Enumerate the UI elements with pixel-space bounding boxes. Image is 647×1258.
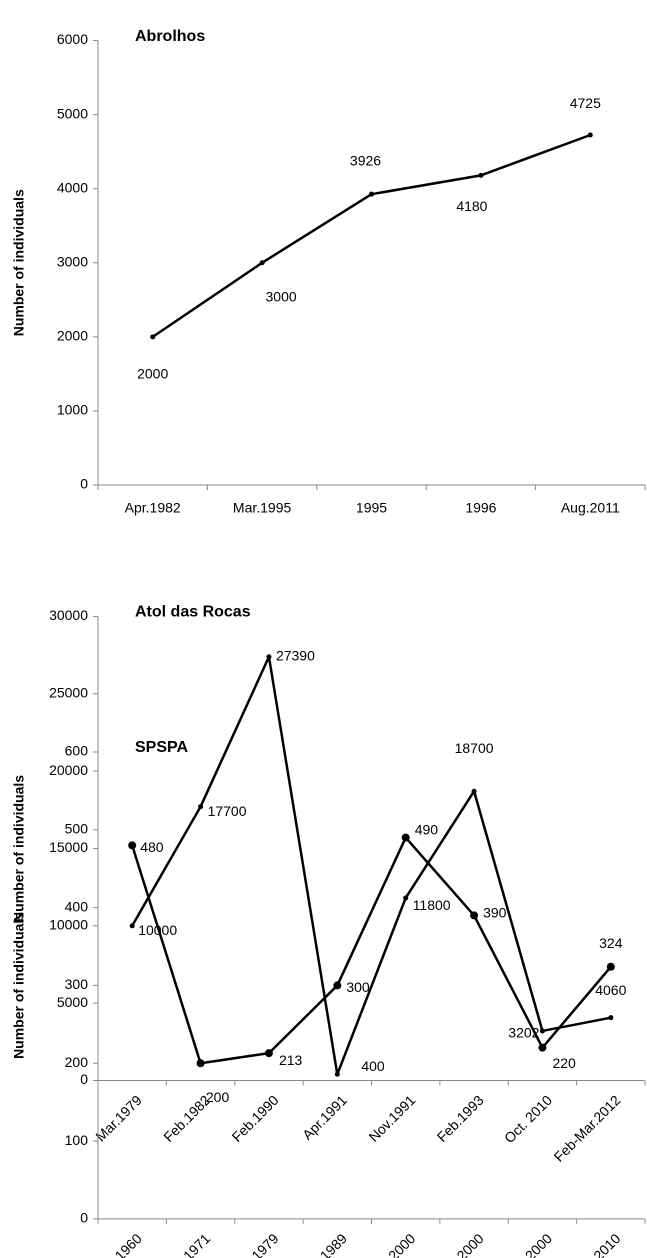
data-point bbox=[128, 841, 137, 850]
data-point bbox=[471, 788, 477, 794]
x-tick-label: Apr.1982 bbox=[125, 500, 181, 516]
data-point bbox=[608, 1015, 614, 1021]
data-label: 480 bbox=[140, 839, 164, 855]
chart-title: Atol das Rocas bbox=[135, 604, 251, 621]
data-point bbox=[150, 334, 156, 340]
x-tick-label: Nov.1991 bbox=[365, 1092, 418, 1145]
x-tick-label: Mar.1995 bbox=[233, 500, 292, 516]
y-tick-label: 30000 bbox=[49, 607, 88, 623]
data-label: 324 bbox=[599, 935, 623, 951]
chart-title: SPSPA bbox=[135, 739, 189, 756]
x-tick-label: 1995 bbox=[356, 500, 387, 516]
x-tick-label: May 1989 bbox=[295, 1230, 350, 1258]
data-point bbox=[196, 1059, 205, 1068]
x-tick-label: Apr.1991 bbox=[299, 1092, 350, 1143]
y-tick-label: 5000 bbox=[57, 105, 88, 121]
data-point bbox=[478, 172, 484, 178]
x-tick-label: 1996 bbox=[465, 500, 496, 516]
x-tick-label: Oct. 2010 bbox=[501, 1092, 555, 1146]
y-tick-label: 2000 bbox=[57, 328, 88, 344]
x-tick-label: Feb.1993 bbox=[434, 1092, 487, 1145]
y-tick-label: 4000 bbox=[57, 179, 88, 195]
data-point bbox=[369, 191, 374, 197]
y-tick-label: 400 bbox=[65, 898, 89, 914]
data-point bbox=[264, 1049, 273, 1058]
y-tick-label: 5000 bbox=[57, 994, 88, 1010]
chart-title: Abrolhos bbox=[135, 28, 205, 45]
data-line bbox=[130, 836, 612, 1065]
y-tick-label: 10000 bbox=[49, 916, 88, 932]
data-label: 17700 bbox=[208, 803, 247, 819]
y-tick-label: 200 bbox=[65, 1054, 89, 1070]
data-label: 27390 bbox=[276, 647, 315, 663]
y-tick-label: 20000 bbox=[49, 762, 88, 778]
data-label: 3000 bbox=[266, 288, 297, 304]
y-axis-label: Number of individuals bbox=[11, 912, 27, 1059]
x-tick-label: J-A. 2000 bbox=[365, 1230, 419, 1258]
data-label: 18700 bbox=[455, 740, 494, 756]
y-tick-label: 0 bbox=[80, 1210, 88, 1226]
x-tick-label: May 1971 bbox=[159, 1230, 214, 1258]
data-label: 11800 bbox=[413, 897, 451, 913]
x-tick-label: 1999-2000 bbox=[428, 1230, 487, 1258]
data-point bbox=[538, 1043, 547, 1052]
data-label: 300 bbox=[346, 979, 370, 995]
x-tick-label: Nov.1960 bbox=[92, 1230, 145, 1258]
data-point bbox=[198, 804, 204, 810]
data-label: 220 bbox=[552, 1055, 576, 1071]
y-tick-label: 25000 bbox=[49, 684, 88, 700]
data-label: 4725 bbox=[570, 95, 601, 111]
data-label: 400 bbox=[361, 1058, 385, 1074]
data-point bbox=[129, 923, 135, 929]
y-tick-label: 15000 bbox=[49, 839, 88, 855]
y-tick-label: 6000 bbox=[57, 31, 88, 47]
x-tick-label: Sep.1979 bbox=[228, 1230, 282, 1258]
x-tick-label: Aug.2010 bbox=[570, 1230, 624, 1258]
y-tick-label: 500 bbox=[65, 821, 89, 837]
y-axis-label: Number of individuals bbox=[11, 775, 27, 922]
data-point bbox=[587, 132, 593, 138]
data-point bbox=[266, 654, 272, 660]
data-label: 4060 bbox=[595, 982, 626, 998]
x-tick-label: Mar.1979 bbox=[92, 1092, 145, 1145]
y-tick-label: 0 bbox=[80, 1071, 88, 1087]
data-point bbox=[401, 833, 410, 842]
data-line bbox=[131, 655, 612, 1076]
data-point bbox=[334, 1071, 340, 1077]
y-tick-label: 600 bbox=[65, 743, 89, 759]
data-label: 4180 bbox=[456, 198, 487, 214]
y-tick-label: 300 bbox=[65, 976, 89, 992]
data-label: 200 bbox=[206, 1089, 230, 1105]
data-label: 2000 bbox=[137, 365, 168, 381]
data-label: 3926 bbox=[350, 153, 381, 169]
data-point bbox=[403, 895, 409, 901]
x-tick-label: Feb.1990 bbox=[229, 1092, 282, 1145]
data-label: 213 bbox=[279, 1052, 303, 1068]
x-tick-label: Aug.2011 bbox=[561, 500, 620, 516]
x-tick-label: Apr.2000 bbox=[504, 1230, 555, 1258]
data-point bbox=[470, 911, 479, 920]
y-axis-label: Number of individuals bbox=[11, 189, 27, 336]
data-label: 390 bbox=[483, 905, 507, 921]
y-tick-label: 100 bbox=[65, 1132, 89, 1148]
data-point bbox=[333, 981, 342, 990]
y-tick-label: 1000 bbox=[57, 402, 88, 418]
y-tick-label: 3000 bbox=[57, 253, 88, 269]
y-tick-label: 0 bbox=[80, 476, 88, 492]
data-point bbox=[606, 962, 615, 971]
data-point bbox=[539, 1028, 545, 1034]
data-label: 490 bbox=[415, 821, 439, 837]
x-tick-label: Feb-Mar.2012 bbox=[551, 1092, 624, 1165]
data-point bbox=[259, 260, 265, 266]
